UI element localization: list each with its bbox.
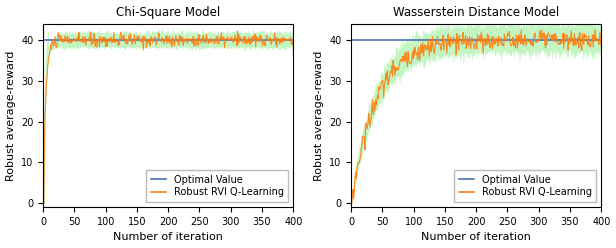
Optimal Value bbox=[348, 39, 355, 42]
Robust RVI Q-Learning bbox=[348, 202, 355, 205]
Robust RVI Q-Learning bbox=[70, 37, 78, 40]
Robust RVI Q-Learning bbox=[505, 33, 513, 36]
Robust RVI Q-Learning bbox=[598, 45, 605, 48]
X-axis label: Number of iteration: Number of iteration bbox=[421, 232, 531, 243]
Line: Robust RVI Q-Learning: Robust RVI Q-Learning bbox=[352, 30, 601, 203]
Title: Chi-Square Model: Chi-Square Model bbox=[116, 5, 221, 19]
Robust RVI Q-Learning bbox=[221, 41, 229, 44]
Title: Wasserstein Distance Model: Wasserstein Distance Model bbox=[393, 5, 559, 19]
Robust RVI Q-Learning bbox=[528, 43, 535, 46]
Robust RVI Q-Learning bbox=[220, 35, 227, 38]
Legend: Optimal Value, Robust RVI Q-Learning: Optimal Value, Robust RVI Q-Learning bbox=[455, 170, 596, 202]
Line: Robust RVI Q-Learning: Robust RVI Q-Learning bbox=[44, 31, 293, 203]
Robust RVI Q-Learning bbox=[234, 30, 241, 33]
Robust RVI Q-Learning bbox=[447, 36, 454, 39]
Robust RVI Q-Learning bbox=[429, 45, 437, 48]
Legend: Optimal Value, Robust RVI Q-Learning: Optimal Value, Robust RVI Q-Learning bbox=[147, 170, 288, 202]
Robust RVI Q-Learning bbox=[197, 40, 205, 43]
Robust RVI Q-Learning bbox=[591, 28, 599, 31]
Robust RVI Q-Learning bbox=[290, 39, 297, 42]
Robust RVI Q-Learning bbox=[121, 39, 129, 42]
Y-axis label: Robust average-reward: Robust average-reward bbox=[314, 50, 323, 181]
Y-axis label: Robust average-reward: Robust average-reward bbox=[6, 50, 15, 181]
X-axis label: Number of iteration: Number of iteration bbox=[113, 232, 223, 243]
Optimal Value bbox=[39, 39, 47, 42]
Robust RVI Q-Learning bbox=[378, 81, 386, 84]
Robust RVI Q-Learning bbox=[139, 36, 146, 39]
Optimal Value bbox=[347, 39, 355, 42]
Robust RVI Q-Learning bbox=[40, 202, 47, 205]
Robust RVI Q-Learning bbox=[529, 44, 537, 47]
Optimal Value bbox=[40, 39, 47, 42]
